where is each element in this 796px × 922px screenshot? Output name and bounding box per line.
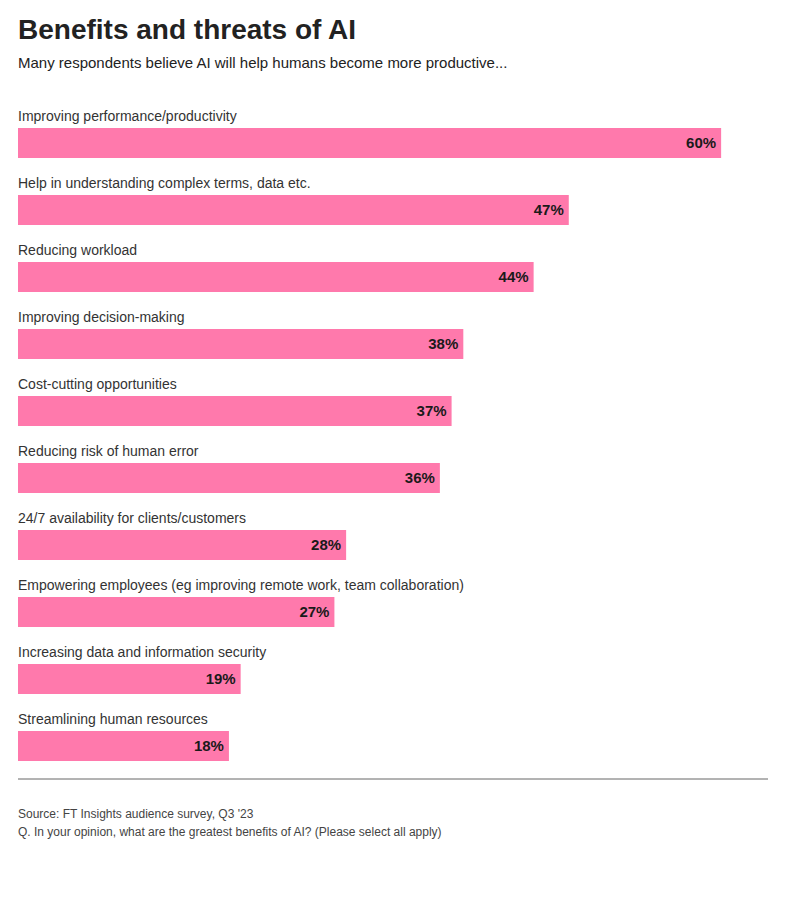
html-text:Q. In your opinion, what are t: Q. In your opinion, what are the greates… xyxy=(18,825,442,839)
svg-text:27%: 27% xyxy=(299,603,329,620)
html-text:Benefits and threats of AI: Benefits and threats of AI xyxy=(18,14,357,45)
svg-text:47%: 47% xyxy=(534,201,564,218)
svg-text:18%: 18% xyxy=(194,737,224,754)
svg-text:Improving performance/producti: Improving performance/productivity xyxy=(18,108,237,124)
html-text:Source: FT Insights audience s: Source: FT Insights audience survey, Q3 … xyxy=(18,807,254,821)
svg-text:44%: 44% xyxy=(499,268,529,285)
svg-text:Reducing workload: Reducing workload xyxy=(18,242,137,258)
svg-text:Help in understanding complex: Help in understanding complex terms, dat… xyxy=(18,175,311,191)
svg-text:36%: 36% xyxy=(405,469,435,486)
svg-text:Reducing risk of human error: Reducing risk of human error xyxy=(18,443,199,459)
svg-text:Improving decision-making: Improving decision-making xyxy=(18,309,185,325)
html-text:Many respondents believe AI wi: Many respondents believe AI will help hu… xyxy=(18,54,508,71)
svg-text:28%: 28% xyxy=(311,536,341,553)
svg-text:Empowering employees (eg impro: Empowering employees (eg improving remot… xyxy=(18,577,464,593)
svg-text:Cost-cutting opportunities: Cost-cutting opportunities xyxy=(18,376,177,392)
svg-text:37%: 37% xyxy=(417,402,447,419)
svg-text:Increasing data and informatio: Increasing data and information security xyxy=(18,644,266,660)
svg-text:19%: 19% xyxy=(206,670,236,687)
svg-text:Streamlining human resources: Streamlining human resources xyxy=(18,711,208,727)
svg-text:60%: 60% xyxy=(686,134,716,151)
svg-text:38%: 38% xyxy=(428,335,458,352)
svg-text:24/7 availability for clients/: 24/7 availability for clients/customers xyxy=(18,510,246,526)
